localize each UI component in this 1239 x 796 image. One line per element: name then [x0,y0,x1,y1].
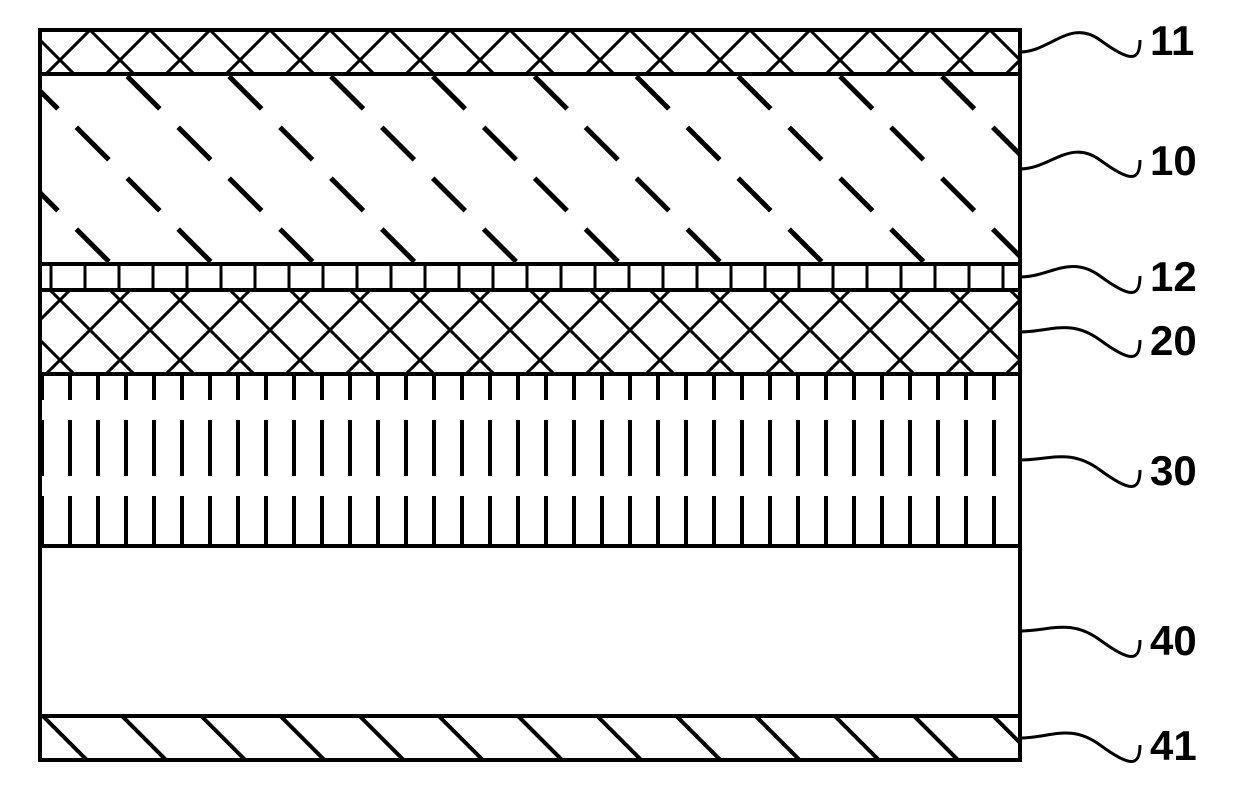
leader-41 [1020,733,1140,761]
leader-11 [1020,33,1140,57]
label-30: 30 [1150,447,1197,495]
layer-12 [40,264,1020,290]
leader-20 [1020,328,1140,357]
leader-30 [1020,457,1140,487]
label-40: 40 [1150,617,1197,665]
layer-10 [40,74,1020,264]
label-10: 10 [1150,137,1197,185]
label-41: 41 [1150,722,1197,770]
layer-11 [40,30,1020,74]
label-20: 20 [1150,317,1197,365]
leader-40 [1020,627,1140,656]
layer-40 [40,546,1020,716]
label-11: 11 [1150,17,1194,65]
layer-20 [40,290,1020,374]
leader-10 [1020,152,1140,176]
leader-12 [1020,266,1140,292]
label-12: 12 [1150,253,1197,301]
layer-41 [40,716,1020,760]
layer-30 [40,374,1020,546]
